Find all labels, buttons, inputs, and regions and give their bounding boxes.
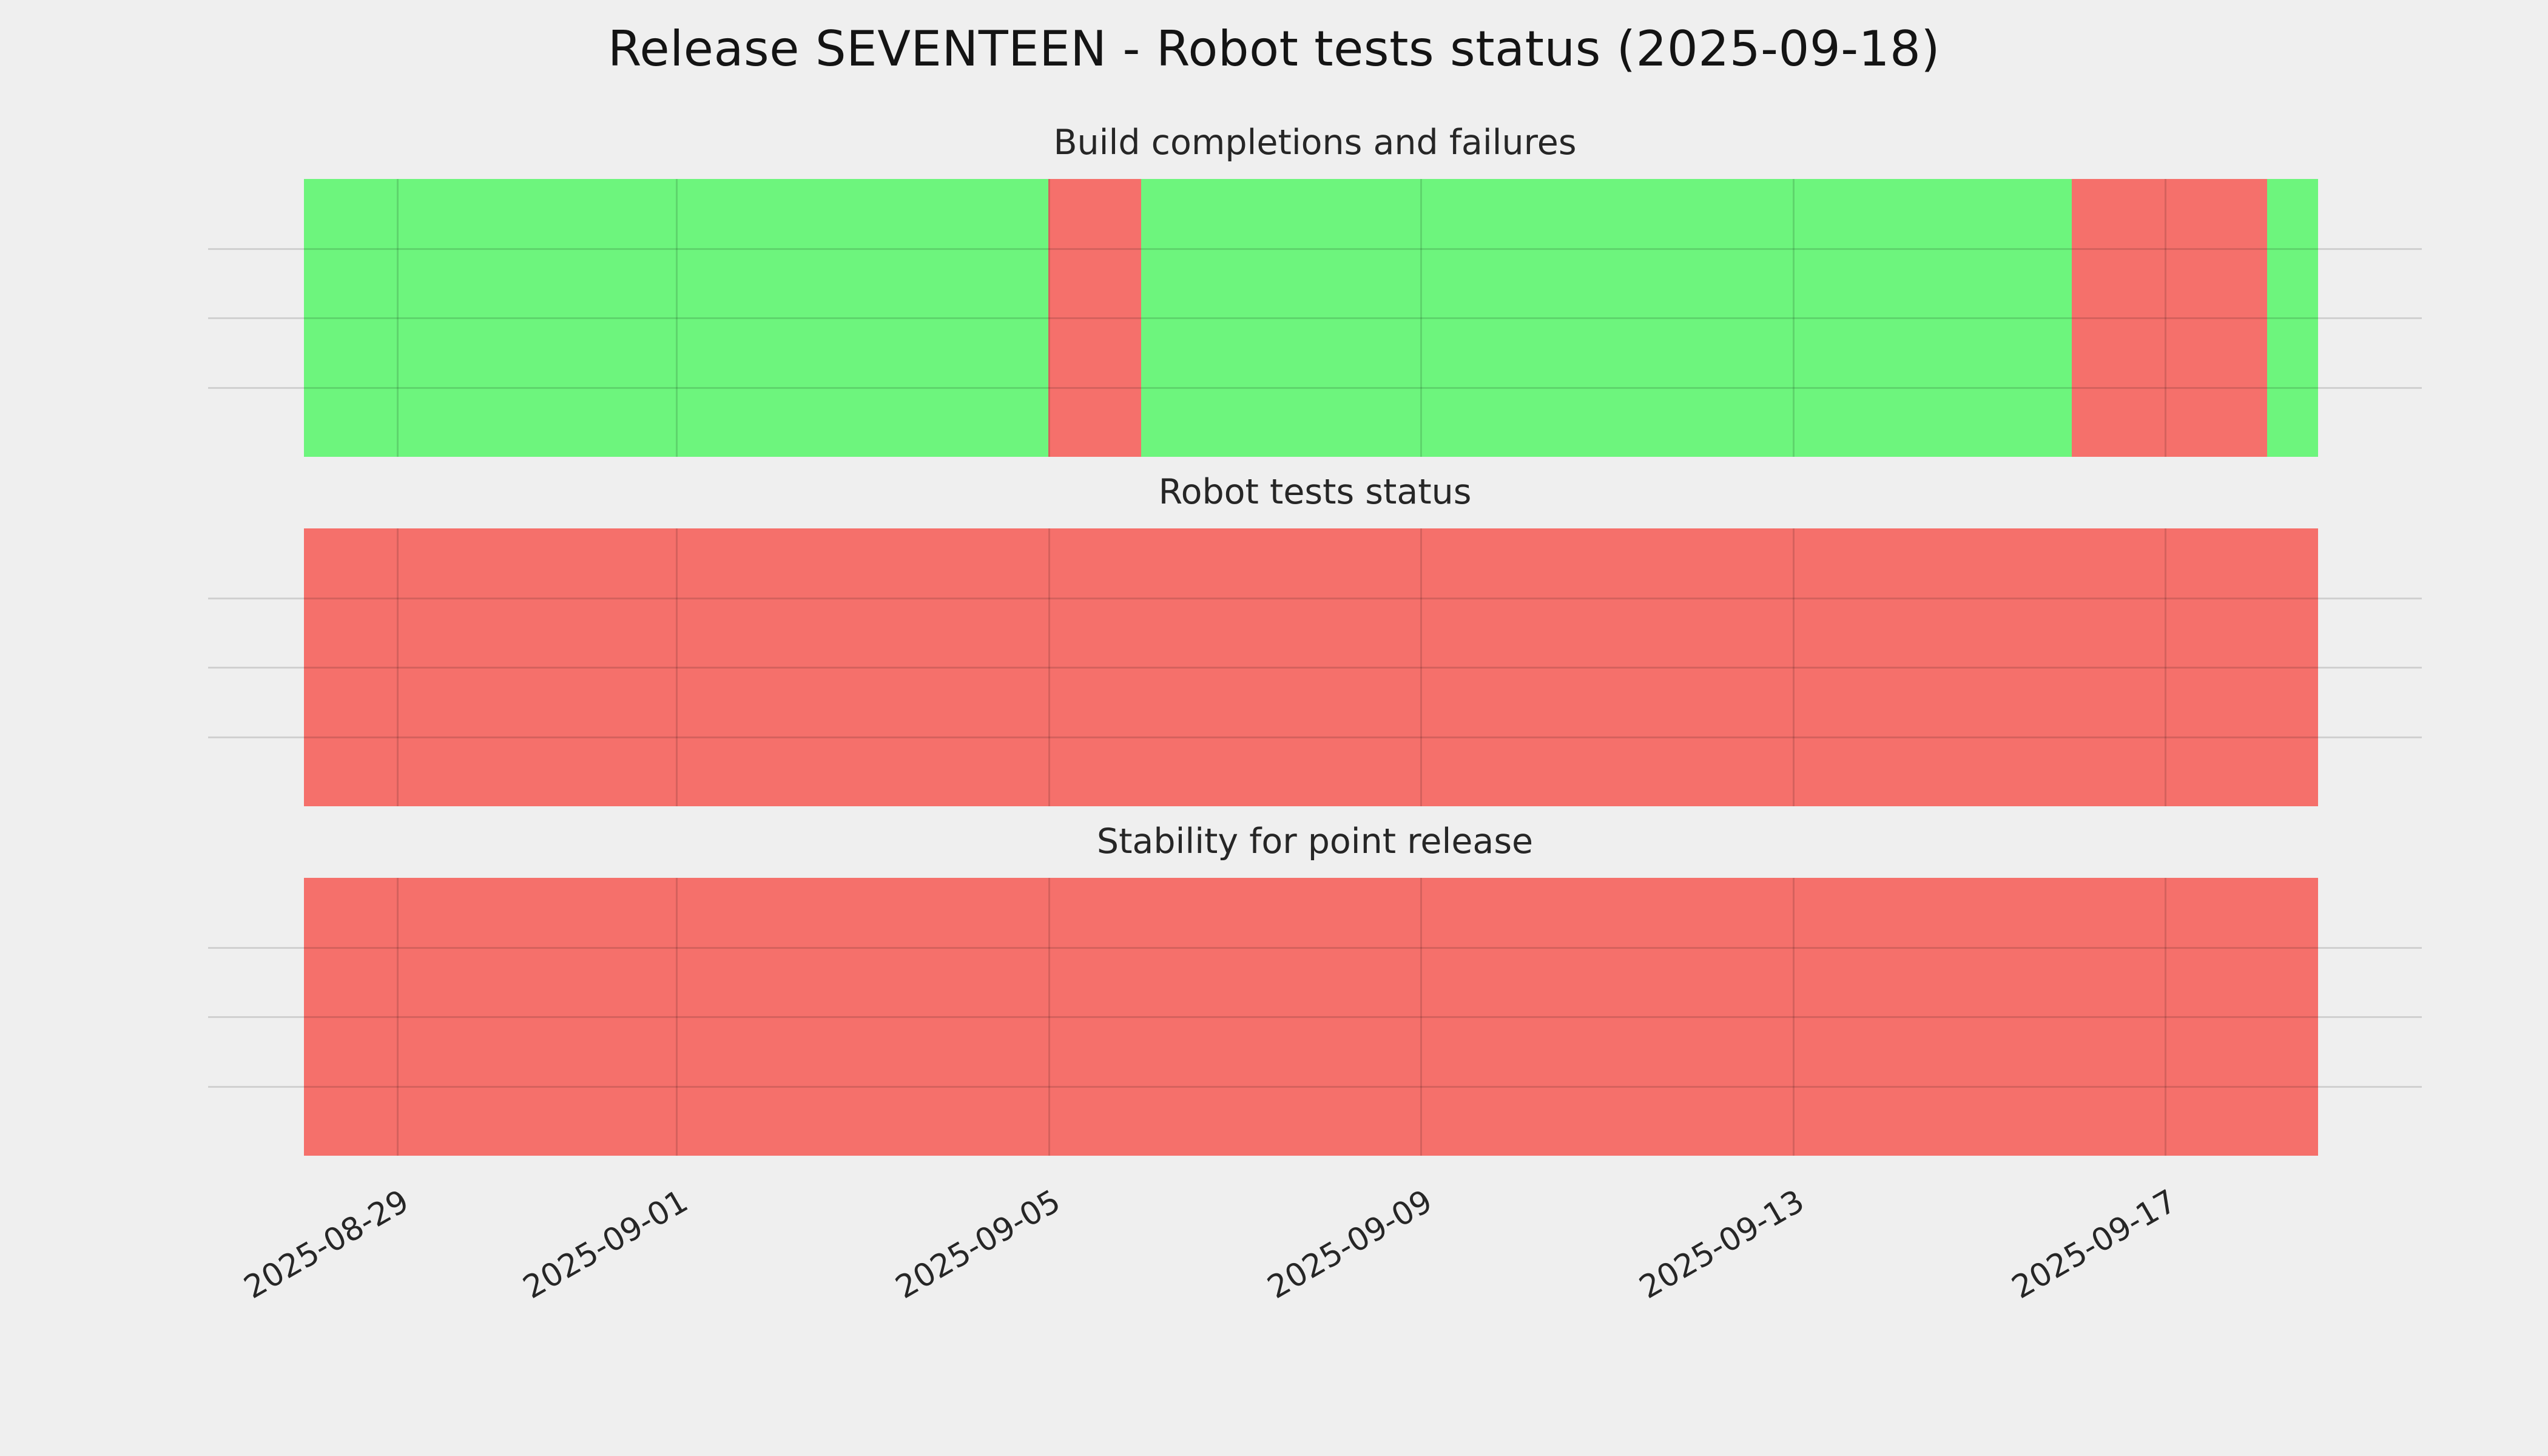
status-bars xyxy=(304,878,2318,1156)
figure-title: Release SEVENTEEN - Robot tests status (… xyxy=(607,21,1941,77)
status-segment-pass xyxy=(1141,179,2072,457)
axes-robot-tests xyxy=(208,528,2422,806)
status-segment-pass xyxy=(2267,179,2318,457)
subplot-title-build-completions: Build completions and failures xyxy=(1053,123,1577,163)
x-tick-label: 2025-09-09 xyxy=(1261,1183,1439,1307)
x-tick-label: 2025-09-01 xyxy=(517,1183,695,1307)
x-tick-label: 2025-08-29 xyxy=(238,1183,416,1307)
x-tick-label: 2025-09-13 xyxy=(1633,1183,1811,1307)
status-segment-pass xyxy=(304,179,1048,457)
axes-stability xyxy=(208,878,2422,1156)
subplot-title-robot-tests: Robot tests status xyxy=(1158,472,1472,512)
status-segment-fail xyxy=(1048,179,1142,457)
status-segment-fail xyxy=(304,528,2318,806)
axes-build-completions xyxy=(208,179,2422,457)
status-segment-fail xyxy=(2071,179,2267,457)
subplot-title-stability: Stability for point release xyxy=(1096,821,1534,861)
status-bars xyxy=(304,179,2318,457)
x-tick-label: 2025-09-17 xyxy=(2006,1183,2183,1307)
x-tick-label: 2025-09-05 xyxy=(889,1183,1067,1307)
status-bars xyxy=(304,528,2318,806)
status-segment-fail xyxy=(304,878,2318,1156)
